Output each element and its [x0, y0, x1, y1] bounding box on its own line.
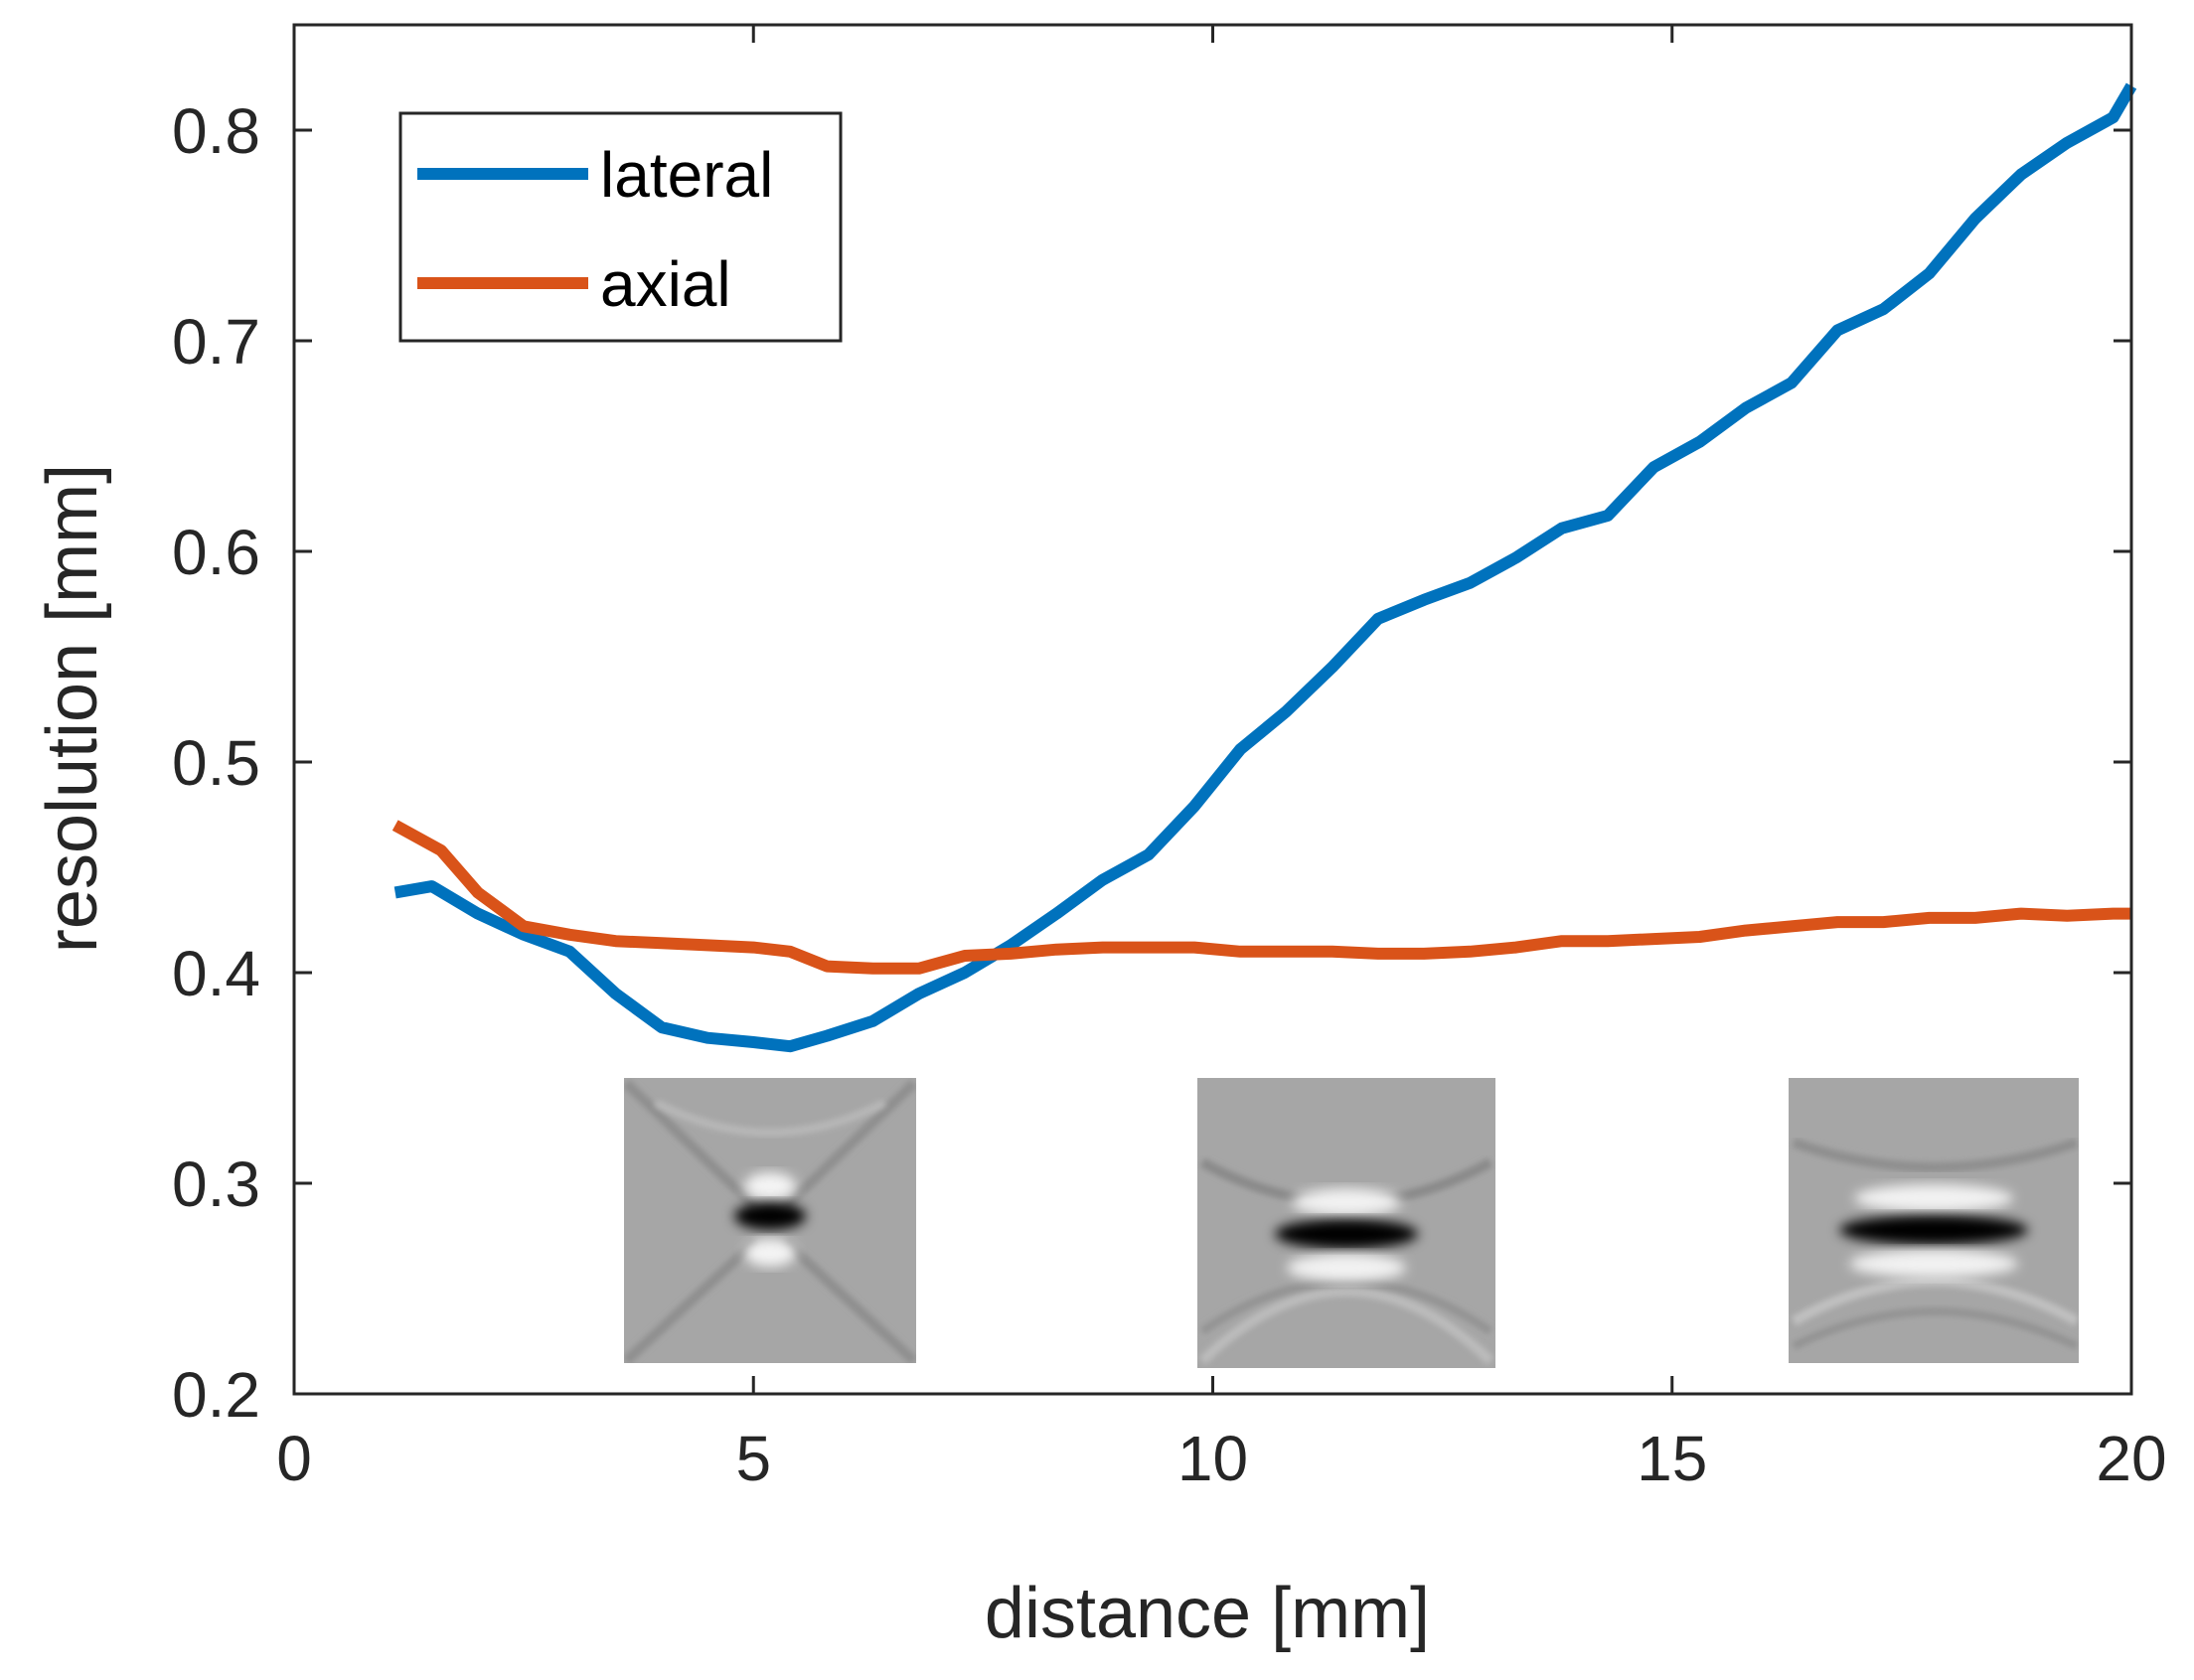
y-axis-label: resolution [mm]: [33, 464, 112, 953]
x-tick-label: 15: [1637, 1423, 1707, 1494]
legend-label-axial: axial: [600, 248, 731, 320]
x-axis-label: distance [mm]: [985, 1574, 1430, 1653]
legend-box: [398, 111, 843, 343]
y-tick-labels: 0.2 0.3 0.4 0.5 0.6 0.7 0.8: [172, 95, 260, 1431]
series-line-axial: [392, 820, 2131, 975]
y-tick-label: 0.4: [172, 938, 260, 1009]
y-tick-label: 0.2: [172, 1359, 260, 1431]
y-tick-label: 0.5: [172, 727, 260, 799]
legend: lateral axial: [398, 111, 843, 343]
psf-image-mid: [1197, 1078, 1495, 1368]
axes-box: [292, 23, 2133, 1396]
x-tick-labels: 0 5 10 15 20: [276, 1423, 2166, 1494]
y-tick-label: 0.3: [172, 1148, 260, 1220]
series-layer: [392, 82, 2137, 1053]
psf-image-far: [1789, 1078, 2079, 1363]
series-line-lateral: [393, 82, 2137, 1053]
x-tick-label: 10: [1177, 1423, 1248, 1494]
y-tick-label: 0.8: [172, 95, 260, 167]
y-tick-label: 0.7: [172, 306, 260, 378]
x-tick-label: 0: [276, 1423, 312, 1494]
x-tick-label: 20: [2096, 1423, 2166, 1494]
x-tick-label: 5: [735, 1423, 771, 1494]
legend-label-lateral: lateral: [600, 139, 773, 211]
y-tick-label: 0.6: [172, 517, 260, 588]
psf-image-near: [624, 1078, 916, 1363]
psf-images: [624, 1078, 2079, 1368]
